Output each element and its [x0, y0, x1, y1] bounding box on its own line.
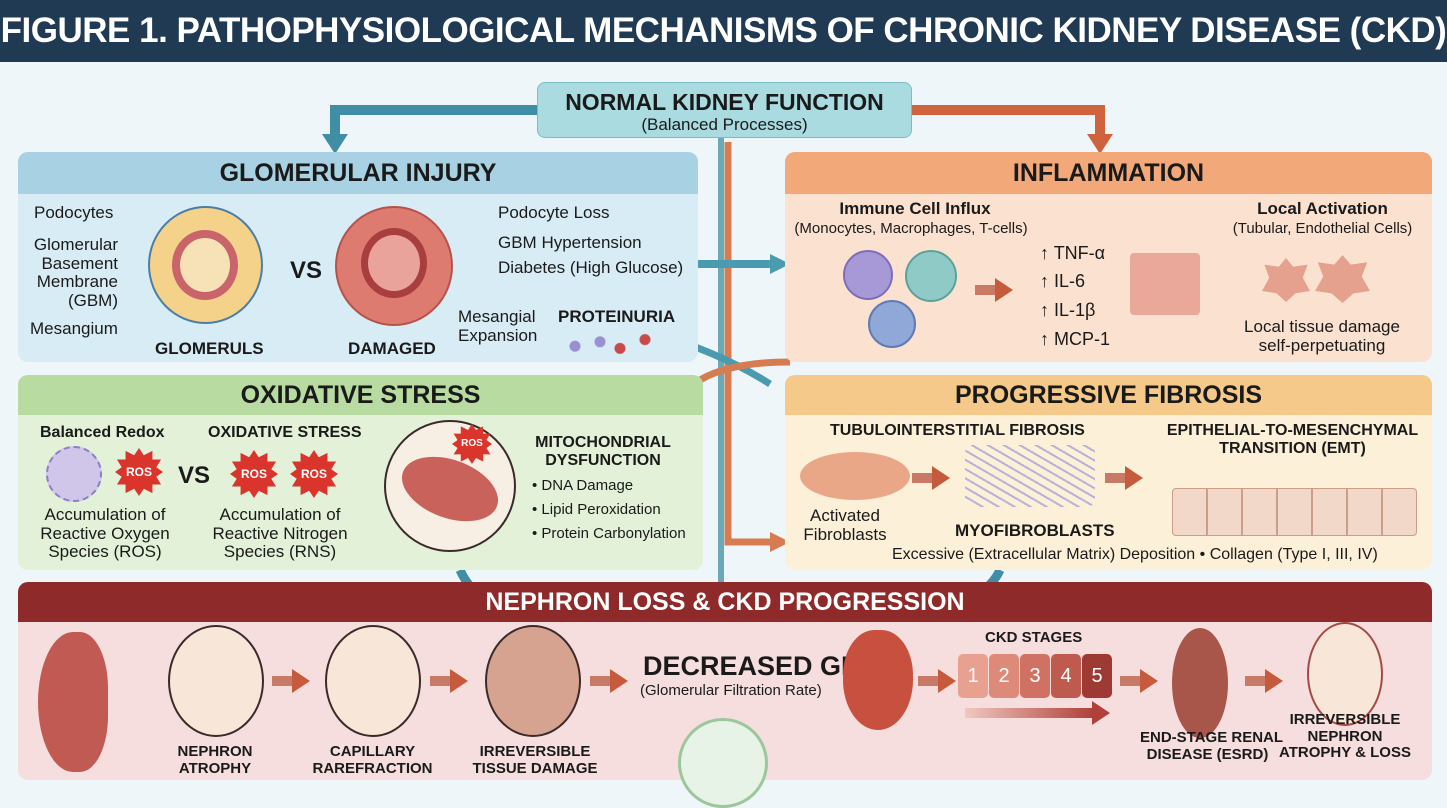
- heart-illustration: [843, 630, 913, 730]
- normal-kidney-function-box: NORMAL KIDNEY FUNCTION (Balanced Process…: [537, 82, 912, 138]
- mito-item-label: Lipid Peroxidation: [541, 501, 661, 518]
- progression-arrow-icon: [1092, 701, 1110, 725]
- arrow-icon: [932, 466, 950, 490]
- leaf-emblem-icon: [678, 718, 768, 808]
- myofibroblasts-label: MYOFIBROBLASTS: [955, 521, 1115, 540]
- arrow-icon: [450, 669, 468, 693]
- damaged-caption: DAMAGED: [348, 339, 436, 358]
- vs-label: VS: [290, 257, 323, 284]
- local-activation-subtitle: (Tubular, Endothelial Cells): [1232, 220, 1413, 237]
- cytokine-label: MCP-1: [1054, 329, 1111, 349]
- arrow-icon: [995, 278, 1013, 302]
- stage-5: 5: [1082, 654, 1112, 698]
- fibrosis-title: PROGRESSIVE FIBROSIS: [785, 375, 1432, 415]
- inflammation-title: INFLAMMATION: [785, 152, 1432, 194]
- arrow-icon: [610, 669, 628, 693]
- mito-item: • Protein Carbonylation: [532, 525, 686, 542]
- nephron-circle-illustration: [168, 625, 264, 737]
- arrow-icon: [292, 669, 310, 693]
- local-activation-title: Local Activation: [1257, 199, 1388, 218]
- tubulointerstitial-label: TUBULOINTERSTITIAL FIBROSIS: [830, 422, 1085, 439]
- cytokine-label: IL-1β: [1054, 300, 1096, 320]
- glomerular-title: GLOMERULAR INJURY: [18, 152, 698, 194]
- vs-label: VS: [178, 462, 211, 489]
- cytokine-mcp1: ↑ MCP-1: [1040, 329, 1111, 349]
- stage-4: 4: [1051, 654, 1081, 698]
- esrd-label: END-STAGE RENAL DISEASE (ESRD): [1140, 729, 1284, 763]
- final-nephron-illustration: [1307, 622, 1383, 726]
- myofibroblast-illustration: [965, 445, 1095, 507]
- step-nephron-atrophy: NEPHRON ATROPHY: [177, 743, 253, 777]
- label-gbm: Glomerular Basement Membrane (GBM): [33, 235, 118, 311]
- ckd-stages-title: CKD STAGES: [985, 629, 1083, 646]
- macrophage-illustration: [905, 250, 957, 302]
- protein-dots-illustration: [565, 333, 665, 355]
- normal-title: NORMAL KIDNEY FUNCTION: [565, 89, 884, 115]
- arrow-icon: [1265, 669, 1283, 693]
- local-damage-text: Local tissue damage self-perpetuating: [1244, 317, 1400, 355]
- monocyte-illustration: [843, 250, 893, 300]
- mitochondrion-illustration: [384, 420, 516, 552]
- ecm-deposition: Excessive (Extracellular Matrix) Deposit…: [892, 546, 1378, 563]
- inflammation-panel: INFLAMMATION: [785, 152, 1432, 362]
- damaged-glomerulus-illustration: [335, 206, 453, 326]
- proteinuria-label: PROTEINURIA: [558, 307, 676, 326]
- nephron-title: NEPHRON LOSS & CKD PROGRESSION: [18, 582, 1432, 622]
- tissue-damage-illustration: [1130, 253, 1200, 315]
- gfr-subtitle: (Glomerular Filtration Rate): [640, 682, 822, 699]
- figure-title: FIGURE 1. PATHOPHYSIOLOGICAL MECHANISMS …: [0, 0, 1447, 62]
- normal-subtitle: (Balanced Processes): [641, 115, 808, 134]
- cytokine-tnf: ↑ TNF-α: [1040, 243, 1106, 263]
- final-label: IRREVERSIBLE NEPHRON ATROPHY & LOSS: [1279, 711, 1411, 761]
- emt-label: EPITHELIAL-TO-MESENCHYMAL TRANSITION (EM…: [1166, 422, 1419, 457]
- oxidative-title: OXIDATIVE STRESS: [18, 375, 703, 415]
- step-irreversible-damage: IRREVERSIBLE TISSUE DAMAGE: [472, 743, 598, 777]
- balanced-redox: Balanced Redox: [40, 424, 165, 441]
- fibroblast-illustration: [800, 452, 910, 500]
- immune-influx-title: Immune Cell Influx: [839, 199, 991, 218]
- ros-caption: Accumulation of Reactive Oxygen Species …: [40, 505, 170, 562]
- mito-item-label: DNA Damage: [541, 477, 634, 494]
- podocyte-loss: Podocyte Loss: [498, 203, 610, 222]
- cytokine-label: IL-6: [1054, 271, 1086, 291]
- arrow-icon: [1125, 466, 1143, 490]
- immune-influx-subtitle: (Monocytes, Macrophages, T-cells): [794, 220, 1028, 237]
- glomeruls-caption: GLOMERULS: [155, 339, 264, 358]
- mito-item: • DNA Damage: [532, 477, 634, 494]
- capillary-circle-illustration: [325, 625, 421, 737]
- gbm-hypertension: GBM Hypertension: [498, 233, 642, 252]
- arrow-icon: [938, 669, 956, 693]
- esrd-kidney-illustration: [1172, 628, 1228, 738]
- epithelial-cells-illustration: [1172, 488, 1417, 536]
- arrow-icon: [1140, 669, 1158, 693]
- t-cell-illustration: [868, 300, 916, 348]
- oxidative-stress-label: OXIDATIVE STRESS: [208, 424, 362, 441]
- mesangial-expansion: Mesangial Expansion: [458, 307, 538, 345]
- cytokine-label: TNF-α: [1053, 243, 1106, 263]
- label-mesangium: Mesangium: [30, 319, 118, 338]
- rns-caption: Accumulation of Reactive Nitrogen Specie…: [212, 505, 348, 562]
- label-podocytes: Podocytes: [34, 203, 114, 222]
- activated-fibroblasts: Activated Fibroblasts: [803, 506, 887, 544]
- tissue-circle-illustration: [485, 625, 581, 737]
- diabetes: Diabetes (High Glucose): [498, 258, 684, 277]
- healthy-glomerulus-illustration: [148, 206, 263, 324]
- cell-illustration: [46, 446, 102, 502]
- stage-2: 2: [989, 654, 1019, 698]
- decreased-gfr: DECREASED GFR: [643, 651, 878, 681]
- stage-1: 1: [958, 654, 988, 698]
- mito-item: • Lipid Peroxidation: [532, 501, 661, 518]
- mito-title: MITOCHONDRIAL DYSFUNCTION: [535, 434, 671, 469]
- stage-3: 3: [1020, 654, 1050, 698]
- kidney-illustration: [38, 632, 108, 772]
- cytokine-il1b: ↑ IL-1β: [1040, 300, 1096, 320]
- step-capillary-rarefraction: CAPILLARY RAREFRACTION: [312, 743, 433, 777]
- mito-item-label: Protein Carbonylation: [541, 525, 686, 542]
- cytokine-il6: ↑ IL-6: [1040, 271, 1086, 291]
